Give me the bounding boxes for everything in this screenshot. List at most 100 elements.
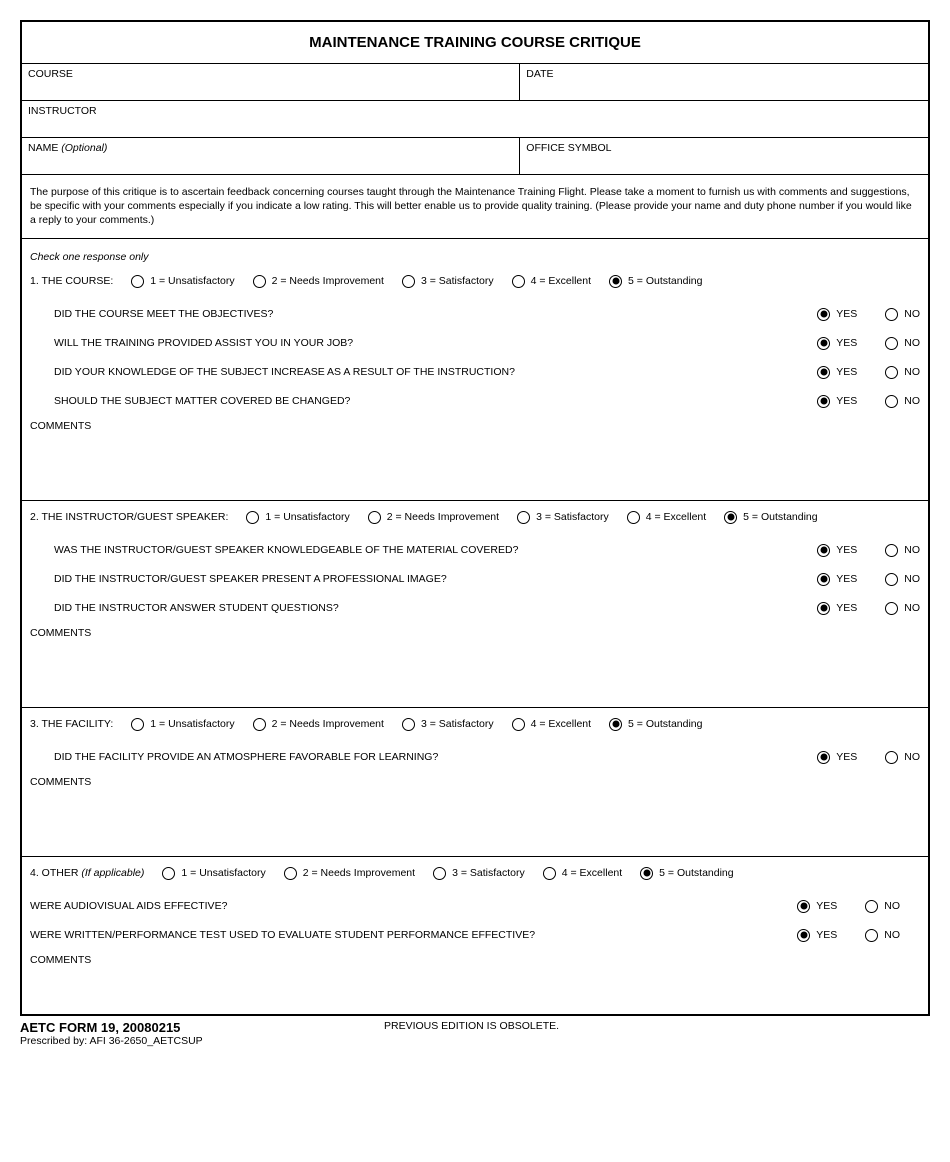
s2-q3-yes[interactable]: YES: [817, 602, 857, 615]
row-name-office: NAME (Optional) OFFICE SYMBOL: [22, 138, 928, 175]
radio-icon: [885, 395, 898, 408]
s1-q2: WILL THE TRAINING PROVIDED ASSIST YOU IN…: [30, 329, 920, 358]
s2-rating-3[interactable]: 3 = Satisfactory: [517, 511, 609, 524]
s1-q3: DID YOUR KNOWLEDGE OF THE SUBJECT INCREA…: [30, 358, 920, 387]
radio-icon: [885, 544, 898, 557]
section2-label: 2. THE INSTRUCTOR/GUEST SPEAKER:: [30, 511, 228, 523]
s3-q1-no[interactable]: NO: [885, 751, 920, 764]
s3-rating-5[interactable]: 5 = Outstanding: [609, 718, 702, 731]
s1-q3-yes[interactable]: YES: [817, 366, 857, 379]
s1-q1: DID THE COURSE MEET THE OBJECTIVES? YES …: [30, 300, 920, 329]
s3-comments[interactable]: COMMENTS: [30, 772, 920, 848]
s1-comments[interactable]: COMMENTS: [30, 416, 920, 492]
s3-q1-yes[interactable]: YES: [817, 751, 857, 764]
s4-q2-no[interactable]: NO: [865, 929, 900, 942]
field-name[interactable]: NAME (Optional): [22, 138, 520, 174]
prescribed-by: Prescribed by: AFI 36-2650_AETCSUP: [20, 1035, 384, 1047]
radio-icon: [131, 718, 144, 731]
s3-rating-2[interactable]: 2 = Needs Improvement: [253, 718, 384, 731]
radio-icon: [368, 511, 381, 524]
s4-rating-3[interactable]: 3 = Satisfactory: [433, 867, 525, 880]
radio-icon: [433, 867, 446, 880]
s2-q1-text: WAS THE INSTRUCTOR/GUEST SPEAKER KNOWLED…: [54, 544, 518, 556]
s2-q3-text: DID THE INSTRUCTOR ANSWER STUDENT QUESTI…: [54, 602, 339, 614]
s2-q2-text: DID THE INSTRUCTOR/GUEST SPEAKER PRESENT…: [54, 573, 447, 585]
section4-label: 4. OTHER (If applicable): [30, 867, 144, 879]
s1-q2-yes[interactable]: YES: [817, 337, 857, 350]
s1-q1-yes[interactable]: YES: [817, 308, 857, 321]
s2-q2-yes[interactable]: YES: [817, 573, 857, 586]
s3-rating-1[interactable]: 1 = Unsatisfactory: [131, 718, 234, 731]
rating-row-1: 1. THE COURSE: 1 = Unsatisfactory 2 = Ne…: [30, 273, 920, 300]
radio-icon: [817, 395, 830, 408]
s2-rating-1[interactable]: 1 = Unsatisfactory: [246, 511, 349, 524]
s4-q2-yes[interactable]: YES: [797, 929, 837, 942]
s1-q4-yes[interactable]: YES: [817, 395, 857, 408]
s1-q3-no[interactable]: NO: [885, 366, 920, 379]
purpose-text: The purpose of this critique is to ascer…: [22, 175, 928, 239]
rating-row-3: 3. THE FACILITY: 1 = Unsatisfactory 2 = …: [30, 716, 920, 743]
field-course[interactable]: COURSE: [22, 64, 520, 100]
s2-q1-no[interactable]: NO: [885, 544, 920, 557]
radio-icon: [797, 900, 810, 913]
s4-rating-4[interactable]: 4 = Excellent: [543, 867, 622, 880]
s2-q1-yes[interactable]: YES: [817, 544, 857, 557]
s3-rating-3[interactable]: 3 = Satisfactory: [402, 718, 494, 731]
s2-rating-4[interactable]: 4 = Excellent: [627, 511, 706, 524]
s3-q1-text: DID THE FACILITY PROVIDE AN ATMOSPHERE F…: [54, 751, 438, 763]
field-date[interactable]: DATE: [520, 64, 928, 100]
s1-q4-no[interactable]: NO: [885, 395, 920, 408]
s2-rating-5[interactable]: 5 = Outstanding: [724, 511, 817, 524]
radio-icon: [517, 511, 530, 524]
rating-row-4: 4. OTHER (If applicable) 1 = Unsatisfact…: [30, 865, 920, 892]
s2-q3-no[interactable]: NO: [885, 602, 920, 615]
radio-icon: [865, 929, 878, 942]
field-office[interactable]: OFFICE SYMBOL: [520, 138, 928, 174]
s4-q1: WERE AUDIOVISUAL AIDS EFFECTIVE? YES NO: [30, 892, 920, 921]
radio-icon: [885, 308, 898, 321]
s3-rating-4[interactable]: 4 = Excellent: [512, 718, 591, 731]
radio-icon: [865, 900, 878, 913]
radio-icon: [885, 602, 898, 615]
radio-icon: [543, 867, 556, 880]
s4-q1-yes[interactable]: YES: [797, 900, 837, 913]
s2-rating-2[interactable]: 2 = Needs Improvement: [368, 511, 499, 524]
section-2: 2. THE INSTRUCTOR/GUEST SPEAKER: 1 = Uns…: [22, 501, 928, 708]
radio-icon: [512, 275, 525, 288]
s4-rating-1[interactable]: 1 = Unsatisfactory: [162, 867, 265, 880]
s1-q2-no[interactable]: NO: [885, 337, 920, 350]
s1-rating-3[interactable]: 3 = Satisfactory: [402, 275, 494, 288]
radio-icon: [253, 275, 266, 288]
s4-q2-text: WERE WRITTEN/PERFORMANCE TEST USED TO EV…: [30, 929, 535, 941]
radio-icon: [817, 337, 830, 350]
s2-q1: WAS THE INSTRUCTOR/GUEST SPEAKER KNOWLED…: [30, 536, 920, 565]
s1-q1-no[interactable]: NO: [885, 308, 920, 321]
s4-comments[interactable]: COMMENTS: [30, 950, 920, 1006]
radio-icon: [640, 867, 653, 880]
s1-q4-text: SHOULD THE SUBJECT MATTER COVERED BE CHA…: [54, 395, 350, 407]
radio-icon: [817, 573, 830, 586]
s2-q2-no[interactable]: NO: [885, 573, 920, 586]
section-1: Check one response only 1. THE COURSE: 1…: [22, 239, 928, 501]
form-title: MAINTENANCE TRAINING COURSE CRITIQUE: [22, 22, 928, 64]
radio-icon: [817, 366, 830, 379]
s4-rating-2[interactable]: 2 = Needs Improvement: [284, 867, 415, 880]
s1-rating-4[interactable]: 4 = Excellent: [512, 275, 591, 288]
radio-icon: [885, 573, 898, 586]
row-course-date: COURSE DATE: [22, 64, 928, 101]
footer: AETC FORM 19, 20080215 Prescribed by: AF…: [20, 1016, 930, 1047]
s2-q2: DID THE INSTRUCTOR/GUEST SPEAKER PRESENT…: [30, 565, 920, 594]
radio-icon: [284, 867, 297, 880]
form-id: AETC FORM 19, 20080215: [20, 1020, 384, 1035]
field-instructor[interactable]: INSTRUCTOR: [22, 101, 928, 137]
s4-rating-5[interactable]: 5 = Outstanding: [640, 867, 733, 880]
s1-rating-1[interactable]: 1 = Unsatisfactory: [131, 275, 234, 288]
s2-comments[interactable]: COMMENTS: [30, 623, 920, 699]
rating-row-2: 2. THE INSTRUCTOR/GUEST SPEAKER: 1 = Uns…: [30, 509, 920, 536]
s1-rating-5[interactable]: 5 = Outstanding: [609, 275, 702, 288]
radio-icon: [724, 511, 737, 524]
s1-rating-2[interactable]: 2 = Needs Improvement: [253, 275, 384, 288]
s1-q3-text: DID YOUR KNOWLEDGE OF THE SUBJECT INCREA…: [54, 366, 515, 378]
radio-icon: [817, 308, 830, 321]
s4-q1-no[interactable]: NO: [865, 900, 900, 913]
